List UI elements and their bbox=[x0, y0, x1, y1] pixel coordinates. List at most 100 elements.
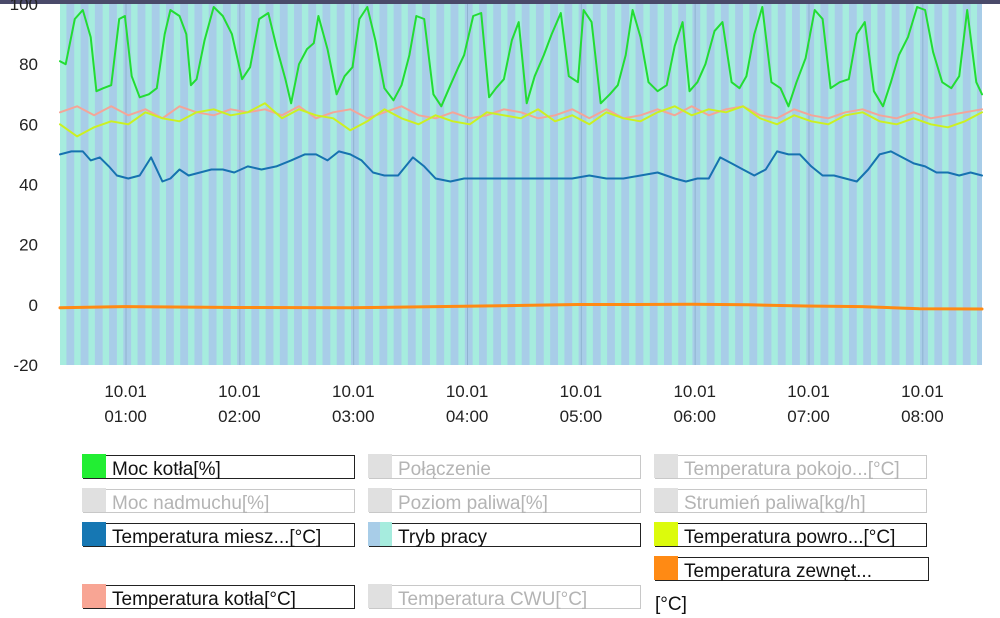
legend-swatch bbox=[82, 454, 106, 478]
tryb-pracy-band-2 bbox=[88, 4, 95, 365]
legend-label: Moc nadmuchu[%] bbox=[112, 493, 270, 514]
tryb-pracy-band-43 bbox=[671, 4, 679, 365]
x-tick-time-2: 03:00 bbox=[332, 407, 375, 426]
tryb-pracy-band-20 bbox=[344, 4, 351, 365]
tryb-pracy-band-17 bbox=[301, 4, 309, 365]
tryb-pracy-band-51 bbox=[785, 4, 793, 365]
tryb-pracy-band-37 bbox=[586, 4, 593, 365]
y-tick-label-6: 100 bbox=[10, 0, 38, 14]
legend-label: Temperatura pokojo...[°C] bbox=[684, 459, 900, 480]
tryb-pracy-band-5 bbox=[131, 4, 138, 365]
tryb-pracy-band-62 bbox=[942, 4, 949, 365]
series-lines bbox=[58, 6, 984, 311]
tryb-pracy-band-31 bbox=[501, 4, 508, 365]
x-tick-date-1: 10.01 bbox=[218, 382, 261, 401]
legend-swatch bbox=[368, 584, 392, 608]
legend-label: Moc kotła[%] bbox=[112, 459, 221, 480]
y-tick-label-0: -20 bbox=[13, 356, 38, 375]
y-tick-label-3: 40 bbox=[19, 176, 38, 195]
tryb-pracy-band-40 bbox=[629, 4, 636, 365]
tryb-pracy-band-16 bbox=[287, 4, 295, 365]
tryb-pracy-band-42 bbox=[657, 4, 664, 365]
legend-label: Połączenie bbox=[398, 459, 491, 480]
tryb-pracy-band-64 bbox=[970, 4, 978, 365]
tryb-pracy-band-46 bbox=[714, 4, 721, 365]
top-bar bbox=[0, 0, 1000, 4]
legend-temperatura-kotla[interactable]: Temperatura kotła[°C] bbox=[82, 584, 355, 610]
y-tick-label-1: 0 bbox=[29, 296, 38, 315]
tryb-pracy-band-52 bbox=[799, 4, 807, 365]
tryb-pracy-band-58 bbox=[885, 4, 892, 365]
series-line-2 bbox=[59, 102, 983, 138]
x-tick-time-5: 06:00 bbox=[673, 407, 716, 426]
y-axis: -20 0 20 40 60 80 100 bbox=[10, 0, 38, 375]
tryb-pracy-band-19 bbox=[330, 4, 337, 365]
legend-swatch bbox=[368, 522, 392, 546]
y-tick-label-5: 80 bbox=[19, 55, 38, 74]
tryb-pracy-band-53 bbox=[814, 4, 821, 365]
legend-moc-kotla[interactable]: Moc kotła[%] bbox=[82, 454, 355, 480]
tryb-pracy-band-30 bbox=[486, 4, 494, 365]
tryb-pracy-band-28 bbox=[458, 4, 465, 365]
tryb-pracy-band-22 bbox=[373, 4, 380, 365]
x-tick-time-6: 07:00 bbox=[787, 407, 830, 426]
tryb-pracy-band-18 bbox=[316, 4, 323, 365]
legend-swatch bbox=[654, 454, 678, 478]
legend-strumien-paliwa[interactable]: Strumień paliwa[kg/h] bbox=[654, 488, 927, 514]
x-tick-time-7: 08:00 bbox=[901, 407, 944, 426]
tryb-pracy-band-8 bbox=[173, 4, 181, 365]
tryb-pracy-band-45 bbox=[700, 4, 707, 365]
tryb-pracy-band-57 bbox=[871, 4, 878, 365]
tryb-pracy-band-11 bbox=[216, 4, 223, 365]
tryb-pracy-bands bbox=[60, 4, 982, 365]
x-tick-time-0: 01:00 bbox=[104, 407, 147, 426]
legend-temperatura-cwu[interactable]: Temperatura CWU[°C] bbox=[368, 584, 641, 610]
legend-swatch bbox=[82, 488, 106, 512]
tryb-pracy-band-38 bbox=[600, 4, 608, 365]
legend-moc-nadmuchu[interactable]: Moc nadmuchu[%] bbox=[82, 488, 355, 514]
legend-label: Temperatura zewnęt... bbox=[684, 561, 872, 582]
tryb-pracy-band-49 bbox=[757, 4, 764, 365]
tryb-pracy-band-56 bbox=[856, 4, 864, 365]
tryb-pracy-band-33 bbox=[529, 4, 536, 365]
legend-tryb-pracy[interactable]: Tryb pracy bbox=[368, 522, 641, 548]
x-tick-time-4: 05:00 bbox=[560, 407, 603, 426]
tryb-pracy-band-63 bbox=[956, 4, 963, 365]
x-tick-date-4: 10.01 bbox=[560, 382, 603, 401]
legend-swatch bbox=[654, 488, 678, 512]
legend-poziom-paliwa[interactable]: Poziom paliwa[%] bbox=[368, 488, 641, 514]
legend-temperatura-zewnetrzna[interactable]: Temperatura zewnęt... bbox=[654, 556, 929, 582]
tryb-pracy-band-12 bbox=[230, 4, 238, 365]
x-tick-time-1: 02:00 bbox=[218, 407, 261, 426]
y-tick-label-2: 20 bbox=[19, 236, 38, 255]
legend-polaczenie[interactable]: Połączenie bbox=[368, 454, 641, 480]
tryb-pracy-band-25 bbox=[415, 4, 423, 365]
legend-temperatura-pokojowa[interactable]: Temperatura pokojo...[°C] bbox=[654, 454, 927, 480]
tryb-pracy-band-50 bbox=[771, 4, 778, 365]
series-line-0 bbox=[59, 6, 983, 108]
tryb-pracy-band-41 bbox=[643, 4, 650, 365]
tryb-pracy-band-34 bbox=[543, 4, 551, 365]
legend-temperatura-powrotu[interactable]: Temperatura powro...[°C] bbox=[654, 522, 927, 548]
series-line-4 bbox=[58, 302, 984, 311]
tryb-pracy-band-27 bbox=[444, 4, 451, 365]
x-tick-date-2: 10.01 bbox=[332, 382, 375, 401]
tryb-pracy-band-3 bbox=[102, 4, 110, 365]
tryb-pracy-band-0 bbox=[60, 4, 67, 365]
tryb-pracy-band-15 bbox=[273, 4, 280, 365]
tryb-pracy-band-13 bbox=[244, 4, 252, 365]
tryb-pracy-band-23 bbox=[387, 4, 394, 365]
legend-label: Temperatura miesz...[°C] bbox=[112, 527, 322, 548]
x-tick-date-5: 10.01 bbox=[673, 382, 716, 401]
tryb-pracy-band-36 bbox=[572, 4, 579, 365]
x-tick-date-3: 10.01 bbox=[446, 382, 489, 401]
tryb-pracy-band-44 bbox=[686, 4, 693, 365]
tryb-pracy-band-60 bbox=[913, 4, 921, 365]
tryb-pracy-band-4 bbox=[116, 4, 124, 365]
tryb-pracy-band-26 bbox=[429, 4, 437, 365]
legend-temperatura-mieszacza[interactable]: Temperatura miesz...[°C] bbox=[82, 522, 355, 548]
tryb-pracy-band-14 bbox=[259, 4, 266, 365]
x-tick-date-0: 10.01 bbox=[104, 382, 147, 401]
legend-swatch bbox=[82, 522, 106, 546]
tryb-pracy-band-9 bbox=[188, 4, 195, 365]
